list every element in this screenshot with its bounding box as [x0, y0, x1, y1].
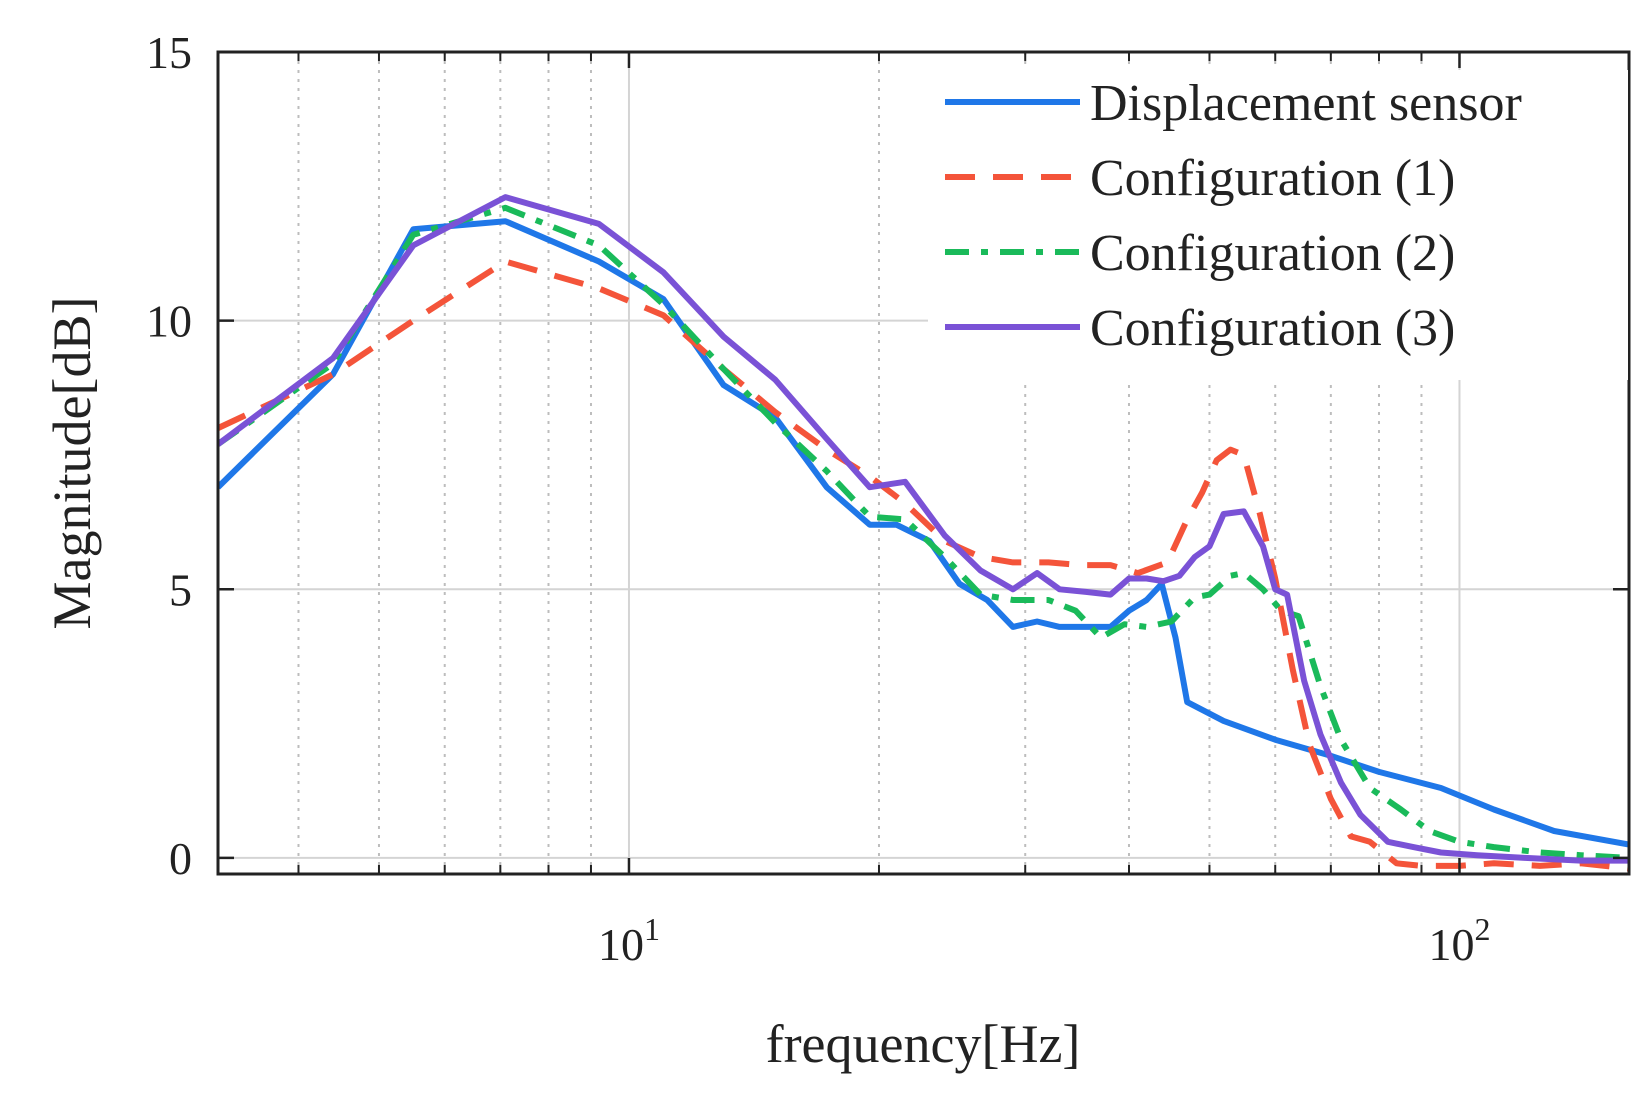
legend-label-2: Configuration (1) [1090, 150, 1455, 207]
y-axis-label: Magnitude[dB] [42, 297, 102, 630]
tick-labels: 101 102 0 5 10 15 [146, 27, 1490, 970]
x-tick-label: 101 [598, 911, 660, 970]
y-tick-label: 10 [146, 296, 192, 347]
series-layer [218, 194, 1629, 872]
legend: Displacement sensor Configuration (1) Conf… [928, 70, 1628, 380]
series-line-3 [218, 204, 1629, 861]
y-tick-label: 5 [169, 564, 192, 615]
y-tick-label: 0 [169, 833, 192, 884]
y-tick-label: 15 [146, 27, 192, 78]
legend-label-4: Configuration (3) [1090, 300, 1455, 357]
ticks [218, 50, 1629, 874]
x-axis-label: frequency[Hz] [766, 1014, 1081, 1074]
x-tick-label: 102 [1428, 911, 1490, 970]
legend-label-3: Configuration (2) [1090, 225, 1455, 282]
legend-label-1: Displacement sensor [1090, 75, 1522, 132]
series-line-4 [218, 194, 1629, 864]
plot-frame [216, 50, 1631, 876]
